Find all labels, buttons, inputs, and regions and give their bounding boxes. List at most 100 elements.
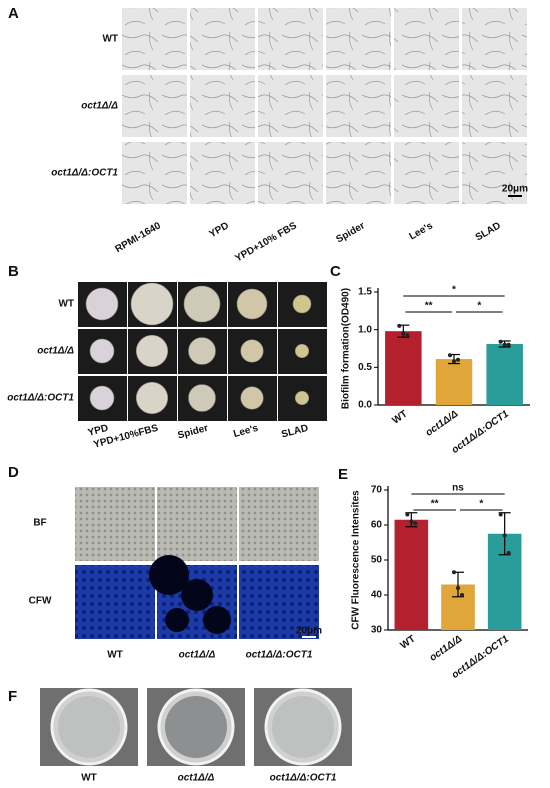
- bar: [394, 519, 429, 630]
- colony: [183, 285, 221, 323]
- colony: [236, 288, 268, 320]
- colony: [240, 339, 264, 363]
- bar: [486, 343, 523, 405]
- micrograph: [462, 142, 527, 204]
- data-point: [502, 342, 507, 347]
- column-label: SLAD: [280, 423, 309, 441]
- micrograph: [190, 8, 255, 70]
- x-tick-label: WT: [391, 409, 410, 427]
- data-point: [448, 353, 452, 358]
- column-label: YPD+10% FBS: [233, 220, 299, 264]
- micrograph: [462, 8, 527, 70]
- biofilm: [58, 696, 120, 758]
- scale-label: 20μm: [296, 626, 322, 637]
- significance-label: *: [477, 301, 481, 312]
- row-label: WT: [58, 299, 74, 310]
- row-label: oct1Δ/Δ:OCT1: [7, 393, 74, 404]
- micrograph: [190, 142, 255, 204]
- column-label: RPMI-1640: [114, 220, 164, 255]
- micrograph: [326, 75, 391, 137]
- panel-letter: D: [8, 464, 19, 481]
- data-point: [405, 512, 410, 517]
- significance-label: *: [452, 285, 456, 296]
- data-point: [452, 359, 456, 364]
- y-tick-label: 60: [371, 520, 383, 531]
- data-point: [456, 586, 460, 590]
- data-point: [409, 519, 414, 524]
- x-tick-label: oct1Δ/Δ: [424, 408, 461, 438]
- micrograph: [394, 142, 459, 204]
- data-point: [506, 551, 511, 555]
- y-tick-label: 50: [371, 555, 383, 566]
- bar: [435, 359, 473, 405]
- data-point: [502, 533, 507, 538]
- image: [75, 565, 155, 639]
- dark-patch: [149, 555, 189, 595]
- panel-letter: F: [8, 688, 17, 705]
- y-tick-label: 70: [371, 485, 383, 496]
- colony: [85, 287, 119, 321]
- column-label: Lee's: [408, 220, 436, 242]
- x-tick-label: oct1Δ/Δ:OCT1: [450, 408, 511, 456]
- column-label: Lee's: [232, 423, 260, 440]
- column-label: oct1Δ/Δ: [178, 773, 215, 784]
- data-point: [498, 339, 503, 344]
- colony: [294, 390, 310, 406]
- data-point: [397, 323, 402, 328]
- micrograph: [326, 142, 391, 204]
- panel-letter: C: [330, 263, 341, 280]
- image: [239, 487, 319, 561]
- micrograph: [190, 75, 255, 137]
- column-label: YPD: [208, 220, 231, 240]
- column-label: Spider: [334, 220, 367, 245]
- dark-patch: [203, 606, 231, 634]
- bar: [385, 331, 422, 405]
- micrograph: [258, 142, 323, 204]
- data-point: [405, 332, 410, 337]
- x-tick-label: oct1Δ/Δ: [428, 633, 465, 663]
- colony: [130, 282, 174, 326]
- colony: [188, 384, 216, 412]
- significance-label: ns: [452, 483, 464, 494]
- colony: [292, 294, 312, 314]
- colony: [135, 381, 169, 415]
- micrograph: [122, 142, 187, 204]
- biofilm: [165, 696, 227, 758]
- panel-letter: B: [8, 263, 19, 280]
- panel-letter: E: [338, 466, 348, 483]
- row-label: WT: [102, 34, 118, 45]
- y-tick-label: 40: [371, 590, 383, 601]
- data-point: [401, 331, 406, 336]
- y-axis-label: CFW Fluorescence Intensites: [351, 490, 362, 630]
- colony: [240, 386, 264, 410]
- y-tick-label: 30: [371, 625, 383, 636]
- data-point: [498, 512, 503, 517]
- colony: [89, 338, 115, 364]
- significance-label: **: [425, 301, 433, 312]
- micrograph: [258, 75, 323, 137]
- column-label: YPD: [87, 423, 110, 439]
- significance-label: **: [431, 499, 439, 510]
- column-label: oct1Δ/Δ:OCT1: [270, 773, 337, 784]
- column-label: WT: [107, 650, 123, 661]
- dark-patch: [181, 579, 213, 611]
- data-point: [506, 342, 511, 347]
- micrograph: [122, 8, 187, 70]
- biofilm: [272, 696, 334, 758]
- colony: [89, 385, 115, 411]
- column-label: oct1Δ/Δ:OCT1: [246, 650, 313, 661]
- colony: [135, 334, 169, 368]
- data-point: [452, 570, 456, 575]
- micrograph: [462, 75, 527, 137]
- micrograph: [258, 8, 323, 70]
- column-label: Spider: [177, 423, 210, 442]
- y-tick-label: 1.0: [358, 324, 372, 335]
- micrograph: [394, 8, 459, 70]
- row-label: oct1Δ/Δ: [37, 346, 74, 357]
- column-label: oct1Δ/Δ: [179, 650, 216, 661]
- dark-patch: [165, 608, 189, 632]
- y-tick-label: 1.5: [358, 287, 372, 298]
